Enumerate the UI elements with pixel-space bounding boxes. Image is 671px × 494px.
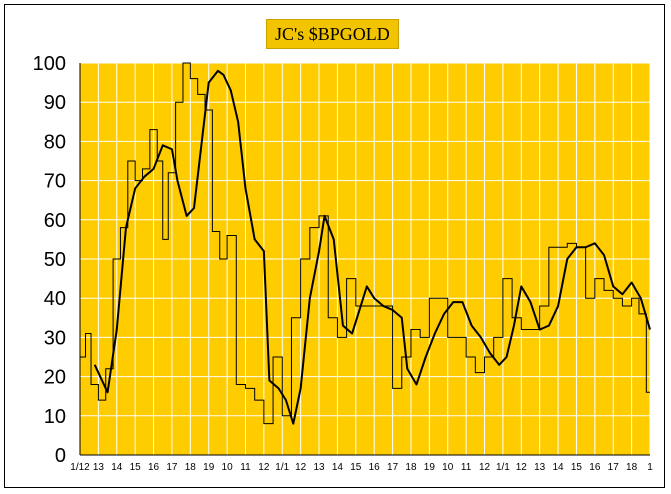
y-tick-label: 90 (44, 92, 66, 114)
x-tick-label: 16 (589, 462, 601, 473)
x-tick-label: 13 (93, 462, 105, 473)
x-tick-label: 12 (258, 462, 270, 473)
x-tick-label: 13 (534, 462, 546, 473)
x-tick-label: 15 (571, 462, 583, 473)
y-tick-label: 0 (55, 445, 66, 467)
x-tick-label: 1 (647, 462, 653, 473)
x-tick-label: 12 (479, 462, 491, 473)
x-tick-label: 12 (295, 462, 307, 473)
x-tick-label: 17 (166, 462, 178, 473)
chart-title: JC's $BPGOLD (266, 19, 399, 49)
x-tick-label: 14 (111, 462, 123, 473)
x-tick-label: 18 (405, 462, 417, 473)
x-tick-label: 1/1 (275, 462, 289, 473)
x-tick-label: 12 (516, 462, 528, 473)
x-tick-label: 11 (240, 462, 251, 473)
x-tick-label: 19 (203, 462, 215, 473)
x-tick-label: 17 (387, 462, 399, 473)
x-tick-label: 18 (626, 462, 638, 473)
x-tick-label: 18 (185, 462, 197, 473)
y-tick-label: 30 (44, 327, 66, 349)
x-tick-label: 19 (424, 462, 436, 473)
y-tick-label: 10 (44, 406, 66, 428)
x-tick-label: 14 (553, 462, 565, 473)
x-tick-label: 1/12 (70, 462, 90, 473)
x-tick-label: 14 (332, 462, 344, 473)
x-tick-label: 1/1 (496, 462, 510, 473)
x-tick-label: 13 (313, 462, 325, 473)
y-tick-label: 40 (44, 288, 66, 310)
x-tick-label: 16 (369, 462, 381, 473)
series-line-smoothed (93, 69, 651, 425)
series-line-raw (80, 62, 650, 425)
x-tick-label: 16 (148, 462, 160, 473)
y-tick-label: 20 (44, 367, 66, 389)
y-tick-label: 80 (44, 131, 66, 153)
y-tick-label: 60 (44, 210, 66, 232)
y-tick-label: 50 (44, 249, 66, 271)
y-tick-label: 100 (33, 53, 66, 75)
x-tick-label: 11 (461, 462, 472, 473)
x-tick-label: 10 (442, 462, 454, 473)
x-tick-label: 15 (350, 462, 362, 473)
x-tick-label: 17 (608, 462, 620, 473)
x-tick-label: 10 (222, 462, 234, 473)
y-tick-label: 70 (44, 171, 66, 193)
x-tick-label: 15 (130, 462, 142, 473)
